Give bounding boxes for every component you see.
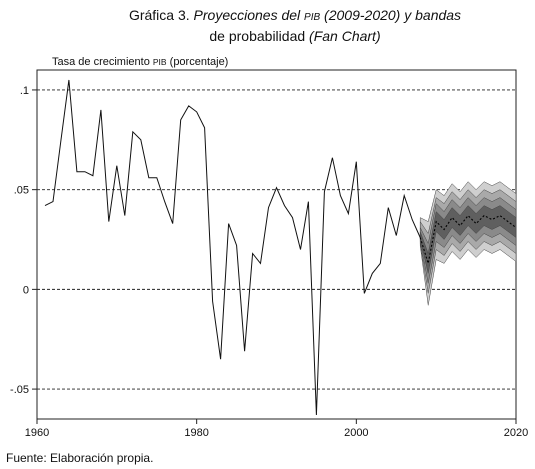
y-tick-label: -.05 [10, 384, 29, 396]
chart-title-line-2: de probabilidad (Fan Chart) [209, 28, 381, 44]
projection-median-line [419, 214, 517, 264]
y-tick-label: .1 [20, 85, 29, 97]
fan-band [419, 205, 517, 274]
x-tick-label: 1980 [184, 427, 208, 439]
x-tick-label: 1960 [25, 427, 49, 439]
x-tick-label: 2020 [504, 427, 528, 439]
chart-title: Gráfica 3. Proyecciones del PIB (2009-20… [60, 6, 530, 45]
x-tick-label: 2000 [344, 427, 368, 439]
y-tick-label: .05 [14, 185, 29, 197]
y-tick-label: 0 [23, 284, 29, 296]
source-note: Fuente: Elaboración propia. [6, 451, 154, 465]
historical-series-line [44, 79, 421, 416]
chart-title-line-1: Gráfica 3. Proyecciones del PIB (2009-20… [128, 7, 462, 23]
y-axis-label: Tasa de crecimiento PIB (porcentaje) [52, 56, 229, 68]
